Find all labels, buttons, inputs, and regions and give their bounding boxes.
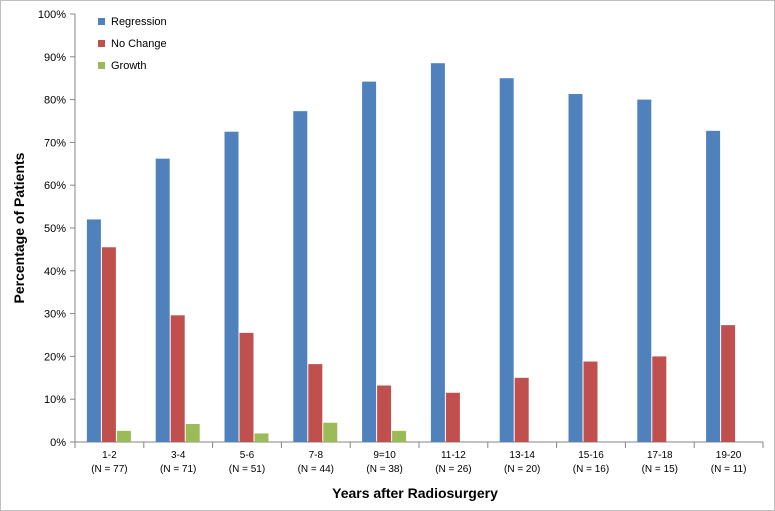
bar-regression bbox=[293, 111, 308, 442]
bars bbox=[86, 63, 736, 443]
x-tick-sample-size: (N = 16) bbox=[573, 464, 609, 475]
bar-growth bbox=[254, 433, 269, 442]
y-tick-label: 60% bbox=[44, 180, 66, 192]
x-axis-label: Years after Radiosurgery bbox=[332, 485, 498, 501]
bar-no-change bbox=[377, 385, 392, 442]
x-tick-sample-size: (N = 77) bbox=[91, 464, 127, 475]
y-tick-label: 90% bbox=[44, 52, 66, 64]
bar-growth bbox=[392, 430, 407, 442]
y-tick-label: 10% bbox=[44, 394, 66, 406]
x-tick-sample-size: (N = 51) bbox=[229, 464, 265, 475]
bar-no-change bbox=[583, 361, 598, 442]
bar-no-change bbox=[445, 392, 460, 442]
x-tick-sample-size: (N = 20) bbox=[504, 464, 540, 475]
x-tick-sample-size: (N = 26) bbox=[435, 464, 471, 475]
y-tick-labels: 0% 10% 20% 30% 40% 50% 60% 70% 80% 90% 100% bbox=[38, 9, 66, 449]
bar-regression bbox=[155, 158, 170, 442]
x-tick-labels: 1-2 (N = 77) 3-4 (N = 71) 5-6 (N = 51) 7-8 (N =… bbox=[91, 450, 746, 475]
x-tick-label: 1-2 bbox=[102, 450, 117, 461]
x-tick-label: 15-16 bbox=[578, 450, 604, 461]
y-tick-label: 100% bbox=[38, 9, 66, 21]
bar-growth bbox=[185, 424, 200, 442]
bar-no-change bbox=[652, 356, 667, 442]
bar-no-change bbox=[514, 377, 529, 442]
y-tick-label: 80% bbox=[44, 95, 66, 107]
y-tick-label: 20% bbox=[44, 351, 66, 363]
legend-label: Growth bbox=[111, 60, 146, 72]
legend: Regression No Change Growth bbox=[98, 16, 167, 72]
y-tick-label: 70% bbox=[44, 137, 66, 149]
bar-regression bbox=[430, 63, 445, 442]
legend-swatch bbox=[98, 40, 105, 47]
legend-swatch bbox=[98, 18, 105, 25]
x-tick-sample-size: (N = 44) bbox=[298, 464, 334, 475]
bar-regression bbox=[568, 94, 583, 442]
bar-growth bbox=[116, 430, 131, 442]
x-tick-label: 5-6 bbox=[240, 450, 255, 461]
bar-no-change bbox=[101, 247, 116, 442]
legend-label: Regression bbox=[111, 16, 167, 28]
bar-regression bbox=[86, 219, 101, 442]
x-tick-sample-size: (N = 38) bbox=[366, 464, 402, 475]
x-tick-label: 17-18 bbox=[647, 450, 673, 461]
y-axis-label: Percentage of Patients bbox=[11, 152, 27, 303]
legend-swatch bbox=[98, 62, 105, 69]
bar-regression bbox=[637, 99, 652, 442]
y-tick-label: 30% bbox=[44, 309, 66, 321]
legend-label: No Change bbox=[111, 38, 167, 50]
x-tick-sample-size: (N = 15) bbox=[642, 464, 678, 475]
y-tick-label: 0% bbox=[50, 437, 66, 449]
bar-no-change bbox=[170, 315, 185, 442]
bar-regression bbox=[224, 131, 239, 442]
y-tick-label: 50% bbox=[44, 223, 66, 235]
bar-no-change bbox=[308, 364, 323, 442]
y-tick-label: 40% bbox=[44, 266, 66, 278]
bar-regression bbox=[706, 130, 721, 442]
x-tick-label: 19-20 bbox=[716, 450, 742, 461]
bar-regression bbox=[499, 78, 514, 442]
x-tick-sample-size: (N = 11) bbox=[711, 464, 747, 475]
x-tick-label: 7-8 bbox=[309, 450, 324, 461]
x-tick-label: 11-12 bbox=[441, 450, 466, 461]
x-tick-sample-size: (N = 71) bbox=[160, 464, 196, 475]
bar-no-change bbox=[721, 325, 736, 442]
bar-no-change bbox=[239, 332, 254, 442]
x-tick-label: 9=10 bbox=[373, 450, 396, 461]
x-tick-label: 13-14 bbox=[509, 450, 535, 461]
x-tick-label: 3-4 bbox=[171, 450, 186, 461]
bar-regression bbox=[362, 81, 377, 443]
bar-growth bbox=[323, 422, 338, 442]
